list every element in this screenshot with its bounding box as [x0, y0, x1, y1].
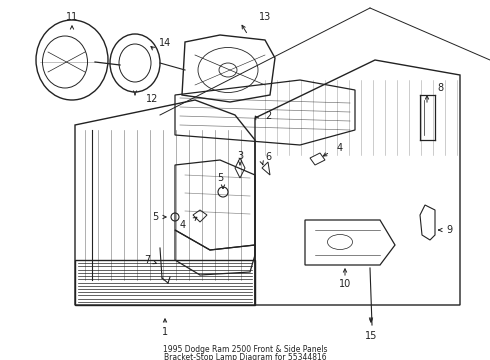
Text: 13: 13 — [259, 12, 271, 22]
Text: Bracket-Stop Lamp Diagram for 55344816: Bracket-Stop Lamp Diagram for 55344816 — [164, 354, 326, 360]
Text: 3: 3 — [237, 151, 243, 161]
Text: 11: 11 — [66, 12, 78, 22]
Text: 14: 14 — [159, 38, 171, 48]
Text: 4: 4 — [337, 143, 343, 153]
Text: 5: 5 — [152, 212, 158, 222]
Text: 2: 2 — [265, 111, 271, 121]
Text: 1: 1 — [162, 327, 168, 337]
Text: 12: 12 — [146, 94, 158, 104]
Text: 5: 5 — [217, 173, 223, 183]
Text: 10: 10 — [339, 279, 351, 289]
Text: 1995 Dodge Ram 2500 Front & Side Panels: 1995 Dodge Ram 2500 Front & Side Panels — [163, 346, 327, 355]
Text: 9: 9 — [446, 225, 452, 235]
Text: 7: 7 — [144, 255, 150, 265]
Text: 15: 15 — [365, 331, 377, 341]
Text: 4: 4 — [180, 220, 186, 230]
Text: 6: 6 — [265, 152, 271, 162]
Text: 8: 8 — [437, 83, 443, 93]
